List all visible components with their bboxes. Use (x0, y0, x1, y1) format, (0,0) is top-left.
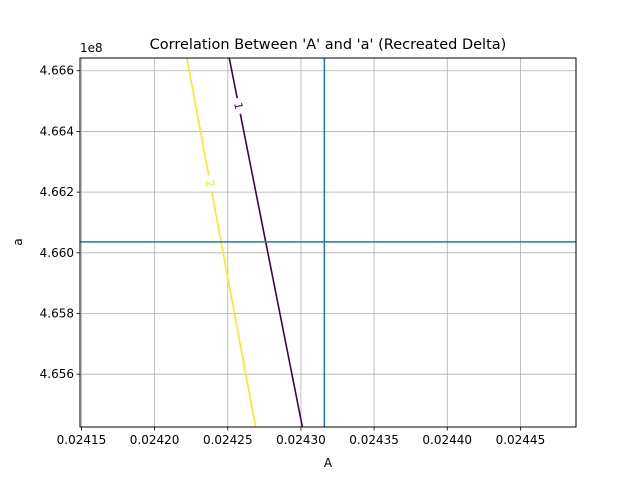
y-tick-label: 4.662 (40, 185, 74, 199)
x-tick-label: 0.02415 (57, 433, 107, 447)
x-tick-label: 0.02420 (130, 433, 180, 447)
series-label: 2 (203, 179, 217, 188)
y-axis-offset-text: 1e8 (80, 41, 103, 55)
y-tick-label: 4.658 (40, 307, 74, 321)
y-tick-label: 4.666 (40, 64, 74, 78)
series-label: 1 (231, 101, 245, 110)
reference-lines (80, 58, 576, 427)
y-axis-label: a (11, 238, 25, 245)
x-axis-label: A (324, 456, 333, 470)
series-line (186, 57, 210, 176)
series-line (239, 113, 304, 428)
x-tick-label: 0.02435 (349, 433, 399, 447)
y-tick-label: 4.656 (40, 367, 74, 381)
x-tick-label: 0.02425 (203, 433, 253, 447)
axes-frame (79, 57, 577, 428)
series-layer (186, 57, 304, 428)
y-axis-ticks: 4.656 4.658 4.660 4.662 4.664 4.666 (40, 64, 80, 381)
x-axis-ticks: 0.02415 0.02420 0.02425 0.02430 0.02435 0.024… (57, 427, 546, 447)
contour-labels: 12 (203, 101, 246, 188)
x-tick-label: 0.02440 (422, 433, 472, 447)
series-line (210, 191, 257, 428)
chart-title: Correlation Between 'A' and 'a' (Recreat… (150, 37, 507, 53)
y-tick-label: 4.660 (40, 246, 74, 260)
y-tick-label: 4.664 (40, 124, 74, 138)
x-tick-label: 0.02445 (496, 433, 546, 447)
x-tick-label: 0.02430 (276, 433, 326, 447)
series-line (228, 57, 238, 99)
